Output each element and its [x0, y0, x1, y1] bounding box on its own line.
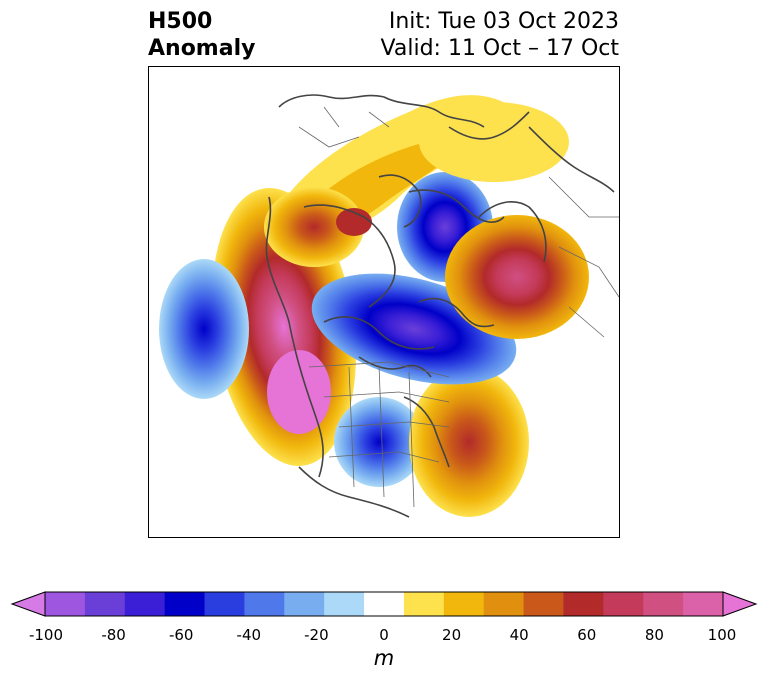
ridge-siberia [419, 102, 569, 182]
map-title-left: H500 Anomaly [148, 8, 255, 62]
colorbar-tick-label: -40 [236, 626, 262, 644]
colorbar-segment [643, 592, 684, 616]
colorbar-segment [563, 592, 604, 616]
colorbar-segment [364, 592, 405, 616]
colorbar-tick-label: -100 [28, 626, 64, 644]
colorbar-tick-label: -60 [168, 626, 194, 644]
colorbar-segment [603, 592, 644, 616]
colorbar-segment [45, 592, 86, 616]
trough-central-us [334, 397, 424, 487]
colorbar-segment [683, 592, 724, 616]
colorbar-segment [124, 592, 166, 616]
colorbar-segment [244, 592, 285, 616]
title-field: Anomaly [148, 36, 256, 61]
colorbar-segment [84, 592, 126, 616]
colorbar [10, 591, 758, 617]
colorbar-segment [284, 592, 325, 616]
title-init-date: Init: Tue 03 Oct 2023 [388, 9, 619, 34]
colorbar-tick-label: 0 [379, 626, 389, 644]
colorbar-tick-label: 40 [509, 626, 529, 644]
ridge-north-atlantic [409, 367, 529, 517]
anomaly-map [148, 66, 620, 538]
ridge-alaska-core [336, 208, 372, 236]
ridge-west-russia [445, 215, 589, 339]
map-title-right: Init: Tue 03 Oct 2023 Valid: 11 Oct – 17… [381, 8, 619, 62]
colorbar-right-extend-arrow [722, 591, 758, 617]
trough-east-pacific [159, 259, 249, 399]
colorbar-segment [523, 592, 564, 616]
colorbar-segment [443, 592, 485, 616]
colorbar-segment [204, 592, 245, 616]
colorbar-tick-label: 20 [442, 626, 462, 644]
colorbar-segment [483, 592, 525, 616]
colorbar-outline [44, 591, 724, 617]
colorbar-segment [164, 592, 206, 616]
colorbar-tick-label: -80 [101, 626, 126, 644]
title-variable: H500 [148, 9, 213, 34]
colorbar-tick-label: 80 [644, 626, 664, 644]
colorbar-segments [45, 592, 724, 616]
colorbar-tick-label: 100 [707, 626, 737, 644]
colorbar-tick-label: 60 [577, 626, 597, 644]
colorbar-segment [324, 592, 365, 616]
borders [298, 106, 619, 508]
colorbar-left-extend-arrow [10, 591, 46, 617]
coastlines [265, 94, 615, 518]
colorbar-unit-label: m [373, 646, 395, 670]
title-valid-range: Valid: 11 Oct – 17 Oct [380, 36, 619, 61]
colorbar-tick-label: -20 [304, 626, 329, 644]
map-canvas [159, 94, 619, 518]
colorbar-segment [403, 592, 445, 616]
